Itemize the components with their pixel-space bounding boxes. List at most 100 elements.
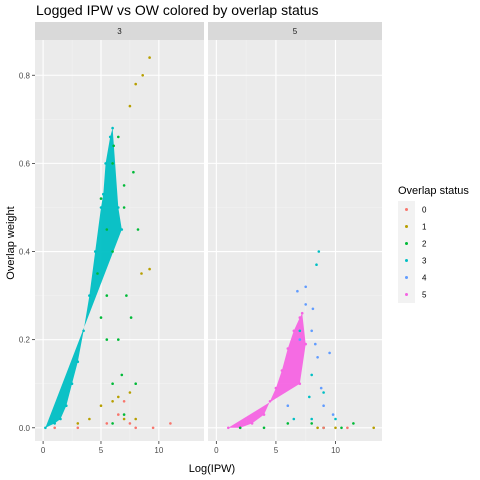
data-point: [117, 413, 120, 416]
data-point: [148, 56, 151, 59]
legend-key-point: [405, 242, 408, 245]
data-point: [111, 250, 114, 253]
facet-panel-5: 5: [208, 22, 382, 441]
legend-title: Overlap status: [398, 185, 469, 197]
data-point: [128, 391, 132, 394]
data-point: [151, 426, 155, 430]
y-tick-label: 0.6: [19, 159, 31, 168]
y-tick-label: 0.0: [19, 424, 31, 433]
data-point: [111, 422, 114, 425]
data-point: [111, 382, 114, 386]
data-point: [88, 417, 91, 421]
data-point: [111, 126, 114, 130]
data-point: [65, 404, 68, 408]
y-axis: 0.0 0.2 0.4 0.6 0.8: [19, 71, 35, 433]
x-tick-label: 5: [274, 446, 279, 455]
data-point: [134, 82, 137, 86]
data-point: [169, 422, 172, 425]
data-point: [238, 426, 242, 430]
legend-label: 2: [422, 240, 427, 249]
data-point: [102, 192, 105, 196]
data-point: [93, 250, 97, 253]
legend-label: 1: [422, 223, 427, 232]
data-point: [298, 338, 302, 341]
data-point: [292, 417, 296, 421]
x-tick-label: 0: [214, 446, 219, 455]
data-point: [120, 228, 124, 231]
series-density-area: [228, 313, 306, 428]
data-point: [352, 422, 355, 425]
data-point: [76, 360, 80, 364]
data-point: [328, 351, 331, 355]
data-point: [134, 417, 137, 421]
data-point: [108, 135, 112, 139]
data-point: [53, 422, 56, 425]
series-1-facet-5: [316, 426, 376, 430]
data-point: [76, 426, 80, 430]
data-point: [96, 272, 99, 275]
facet-strip-label: 5: [293, 27, 298, 36]
legend-label: 3: [422, 257, 427, 266]
legend-key-point: [405, 293, 408, 296]
data-point: [310, 422, 314, 425]
data-point: [122, 413, 126, 416]
data-point: [322, 426, 325, 430]
data-point: [340, 426, 343, 430]
data-point: [70, 382, 74, 386]
data-point: [298, 316, 302, 319]
data-point: [308, 395, 311, 399]
data-point: [292, 329, 296, 333]
facet-strip: [35, 22, 204, 40]
data-point: [317, 250, 321, 253]
data-point: [120, 373, 124, 377]
data-point: [304, 303, 308, 306]
facet-strip-label: 3: [117, 27, 122, 36]
x-tick-label: 10: [331, 446, 340, 455]
data-point: [99, 197, 103, 200]
data-point: [262, 413, 266, 416]
data-point: [99, 206, 103, 209]
data-point: [322, 391, 325, 394]
legend-label: 4: [422, 274, 427, 283]
data-point: [346, 426, 349, 430]
data-point: [286, 404, 290, 408]
data-point: [134, 426, 137, 430]
series-density-area: [45, 128, 122, 428]
data-point: [141, 74, 144, 77]
x-axis: 0 5 10 0 5 10: [41, 441, 341, 455]
data-point: [59, 417, 62, 421]
data-point: [262, 426, 266, 430]
data-point: [104, 162, 107, 165]
data-point: [316, 356, 319, 359]
data-point: [111, 162, 114, 165]
data-point: [304, 342, 308, 346]
data-point: [129, 316, 133, 319]
x-axis-title: Log(IPW): [189, 463, 235, 475]
data-point: [117, 338, 120, 341]
data-point: [280, 369, 284, 372]
legend-item-4: 4: [398, 269, 427, 286]
data-point: [372, 426, 376, 430]
data-point: [334, 417, 337, 421]
data-point: [331, 413, 335, 416]
data-point: [311, 307, 315, 311]
data-point: [322, 404, 325, 408]
legend-key-point: [405, 276, 408, 279]
series-2-facet-3: [96, 135, 140, 425]
data-point: [112, 144, 115, 148]
data-point: [44, 426, 47, 430]
legend-key-point: [405, 259, 408, 262]
data-point: [53, 426, 56, 430]
data-point: [334, 426, 337, 430]
data-point: [315, 263, 318, 267]
data-point: [105, 228, 109, 231]
chart-title: Logged IPW vs OW colored by overlap stat…: [36, 2, 318, 18]
legend-item-3: 3: [398, 252, 427, 269]
data-point: [298, 382, 302, 386]
data-point: [105, 422, 109, 425]
y-tick-label: 0.8: [19, 71, 31, 80]
series-0-facet-5: [322, 426, 349, 430]
data-point: [111, 400, 114, 403]
